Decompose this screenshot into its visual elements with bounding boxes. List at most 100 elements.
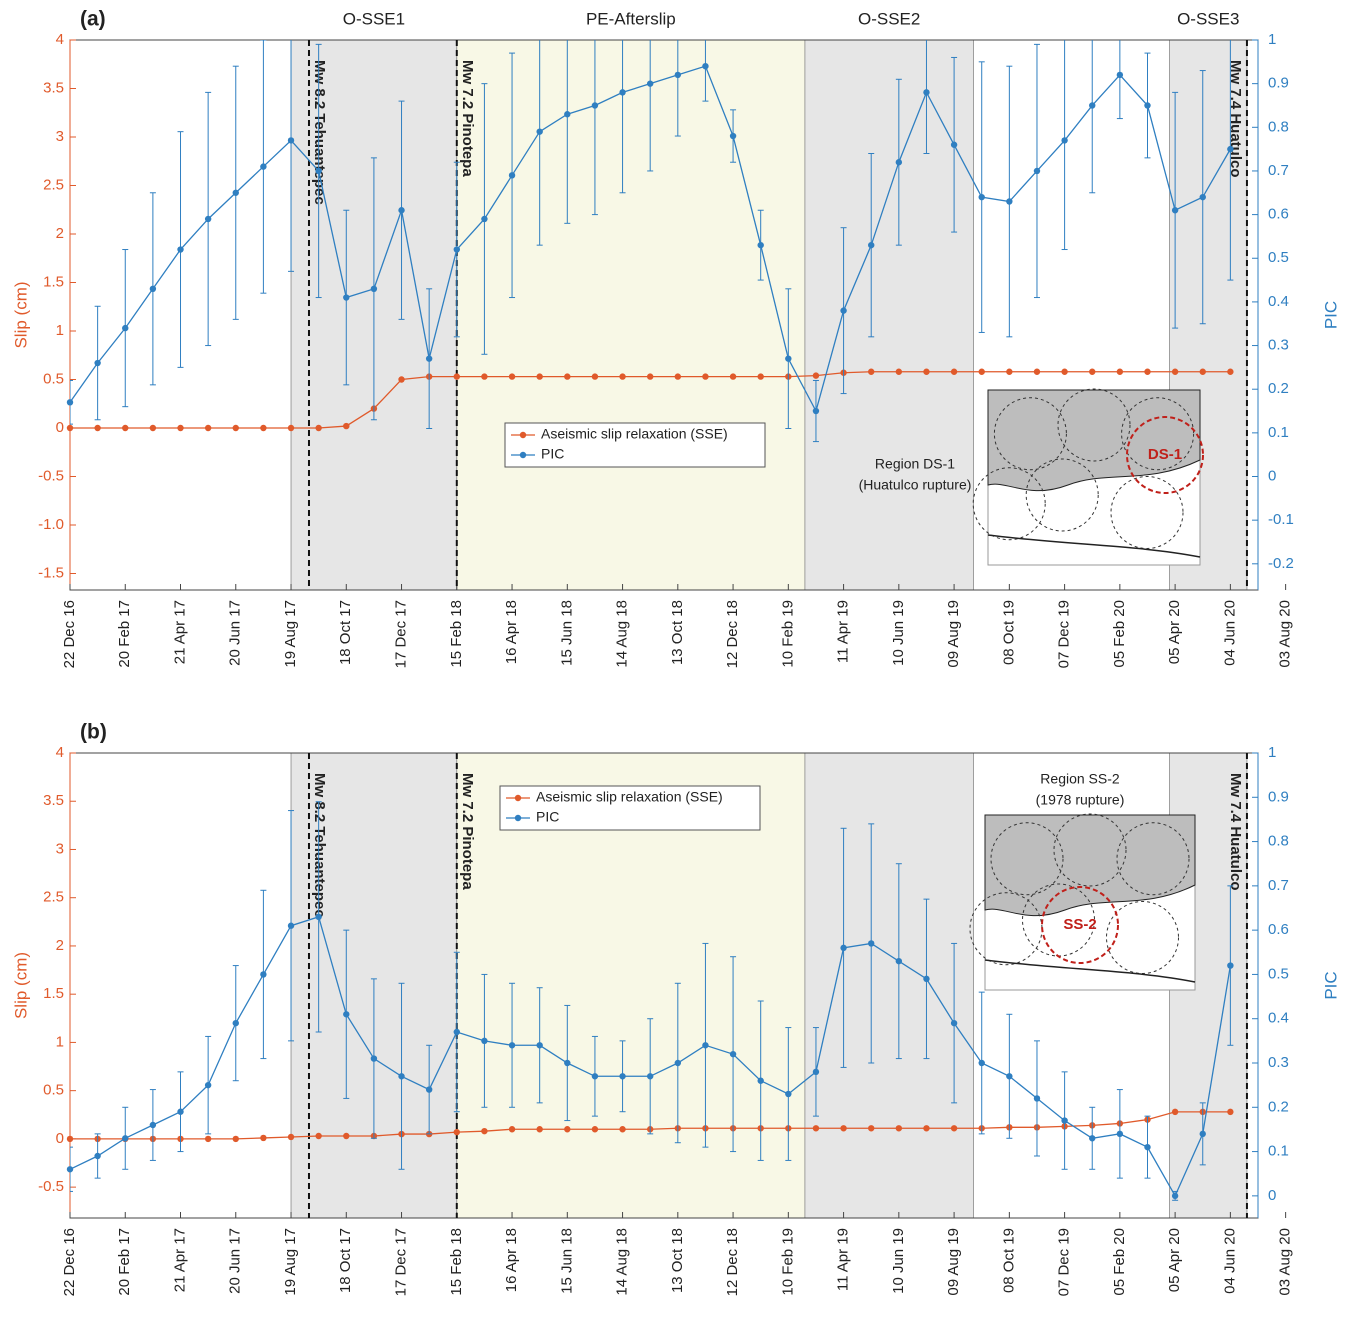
y-tick-label: 3.5 [43,792,64,809]
point [481,1128,487,1134]
point [398,207,404,213]
point [923,89,929,95]
point [840,1125,846,1131]
event-label: Mw 7.2 Pinotepa [459,60,476,177]
x-tick-label: 22 Dec 16 [61,1228,78,1296]
y-tick-label: 0 [56,419,64,436]
region-label: O-SSE3 [1177,9,1239,28]
point [205,1136,211,1142]
point [1117,369,1123,375]
point [371,286,377,292]
x-tick-label: 20 Jun 17 [227,1228,244,1294]
x-tick-label: 14 Aug 18 [614,600,631,668]
point [205,216,211,222]
point [150,286,156,292]
point [896,159,902,165]
region-band [457,40,805,590]
point [1006,198,1012,204]
y-tick-label: 3 [56,840,64,857]
point [1227,369,1233,375]
point [536,1042,542,1048]
point [315,425,321,431]
y2-tick-label: 0.3 [1268,337,1289,354]
point [702,1042,708,1048]
inset-region-label: SS-2 [1063,916,1096,933]
point [233,1136,239,1142]
x-tick-label: 21 Apr 17 [171,600,188,664]
inset-caption: Region DS-1 [875,456,955,472]
point [923,369,929,375]
x-tick-label: 18 Oct 17 [337,1228,354,1293]
x-tick-label: 19 Aug 17 [282,600,299,668]
point [122,325,128,331]
point [840,307,846,313]
point [509,172,515,178]
inset-caption: (1978 rupture) [1036,792,1125,808]
point [592,1073,598,1079]
y-axis-label: Slip (cm) [11,952,30,1019]
point [730,133,736,139]
x-tick-label: 07 Dec 19 [1056,1228,1073,1296]
inset-region-label: DS-1 [1148,446,1182,463]
y2-tick-label: 0.4 [1268,293,1289,310]
point [94,425,100,431]
point [896,958,902,964]
y-tick-label: 1 [56,322,64,339]
point [1034,1095,1040,1101]
point [1034,168,1040,174]
y2-tick-label: 0.7 [1268,162,1289,179]
x-tick-label: 10 Jun 19 [890,600,907,666]
event-label: Mw 8.2 Tehuantepec [311,60,328,205]
x-tick-label: 09 Aug 19 [945,1228,962,1296]
point [426,1086,432,1092]
x-tick-label: 20 Feb 17 [116,1228,133,1296]
legend-marker [520,432,526,438]
y-tick-label: 1.5 [43,985,64,1002]
inset-map: SS-2 [970,814,1195,990]
point [454,1029,460,1035]
y2-tick-label: 0.5 [1268,249,1289,266]
point [205,425,211,431]
y-tick-label: 4 [56,31,64,48]
point [150,1122,156,1128]
point [813,1069,819,1075]
figure: O-SSE1PE-AfterslipO-SSE2O-SSE3(a)-1.5-1.… [0,0,1354,1312]
point [398,376,404,382]
x-tick-label: 05 Apr 20 [1166,600,1183,664]
y2-tick-label: 0.1 [1268,1143,1289,1160]
y2-tick-label: 0.4 [1268,1010,1289,1027]
y-tick-label: 2 [56,225,64,242]
x-tick-label: 03 Aug 20 [1277,1228,1294,1296]
y2-tick-label: -0.2 [1268,555,1294,572]
y2-tick-label: 0.8 [1268,118,1289,135]
y-tick-label: -1.5 [38,564,64,581]
point [67,1136,73,1142]
point [536,373,542,379]
point [730,373,736,379]
legend-marker [520,452,526,458]
point [702,63,708,69]
x-tick-label: 15 Jun 18 [558,1228,575,1294]
point [868,242,874,248]
event-label: Mw 7.4 Huatulco [1227,773,1244,891]
point [896,369,902,375]
point [592,102,598,108]
y2-axis-label: PIC [1321,301,1340,329]
x-tick-label: 04 Jun 20 [1221,600,1238,666]
point [951,1125,957,1131]
point [619,89,625,95]
x-tick-label: 21 Apr 17 [171,1228,188,1292]
point [951,369,957,375]
point [951,142,957,148]
x-tick-label: 10 Feb 19 [779,600,796,668]
x-tick-label: 16 Apr 18 [503,1228,520,1292]
point [260,425,266,431]
point [260,1135,266,1141]
x-tick-label: 17 Dec 17 [393,600,410,668]
x-tick-label: 20 Jun 17 [227,600,244,666]
point [343,423,349,429]
x-tick-label: 15 Feb 18 [448,600,465,668]
point [757,1078,763,1084]
x-tick-label: 03 Aug 20 [1277,600,1294,668]
point [1089,369,1095,375]
